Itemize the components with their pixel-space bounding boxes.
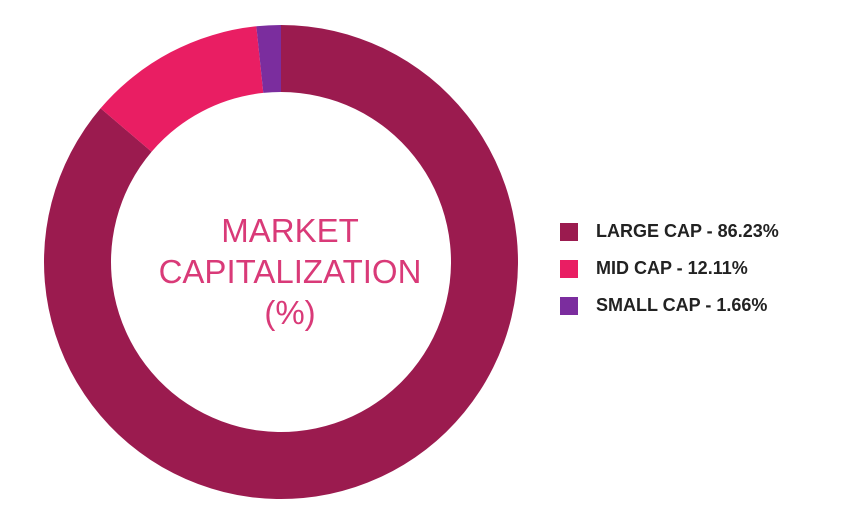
chart-title-line-1: MARKET: [221, 212, 359, 249]
chart-title: MARKET CAPITALIZATION (%): [110, 210, 470, 333]
legend-item-mid-cap: MID CAP - 12.11%: [560, 250, 779, 287]
legend-swatch-large-cap: [560, 222, 578, 241]
legend: LARGE CAP - 86.23% MID CAP - 12.11% SMAL…: [560, 213, 779, 324]
chart-title-line-3: (%): [264, 294, 316, 331]
chart-title-line-2: CAPITALIZATION: [158, 253, 422, 290]
legend-item-small-cap: SMALL CAP - 1.66%: [560, 287, 779, 324]
slice-small-cap: [256, 25, 281, 93]
slice-mid-cap: [100, 26, 264, 152]
legend-label-mid-cap: MID CAP - 12.11%: [596, 258, 748, 278]
legend-item-large-cap: LARGE CAP - 86.23%: [560, 213, 779, 250]
legend-label-small-cap: SMALL CAP - 1.66%: [596, 295, 768, 315]
legend-label-large-cap: LARGE CAP - 86.23%: [596, 221, 779, 241]
legend-swatch-mid-cap: [560, 259, 578, 278]
legend-swatch-small-cap: [560, 296, 578, 315]
